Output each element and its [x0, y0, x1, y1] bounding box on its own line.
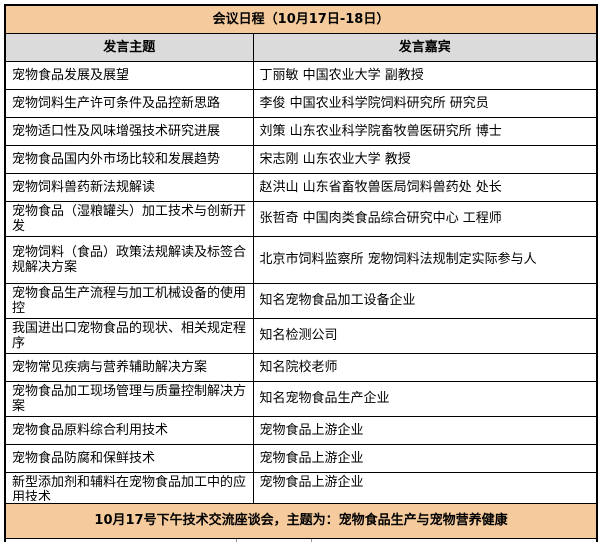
speaker-cell: 赵洪山 山东省畜牧兽医局饲料兽药处 处长 — [252, 172, 598, 202]
speaker-cell: 丁丽敏 中国农业大学 副教授 — [252, 60, 598, 90]
topic-cell: 宠物食品（湿粮罐头）加工技术与创新开发 — [4, 200, 254, 237]
agenda-row: 宠物食品原料综合利用技术 宠物食品上游企业 — [4, 415, 598, 445]
topic-cell: 宠物饲料兽药新法规解读 — [4, 172, 254, 202]
speaker-cell: 宠物食品上游企业 — [252, 471, 598, 504]
speaker-cell: 宠物食品上游企业 — [252, 415, 598, 445]
agenda-row: 宠物常见疾病与营养辅助解决方案 知名院校老师 — [4, 352, 598, 382]
speaker-cell: 知名宠物食品加工设备企业 — [252, 282, 598, 319]
agenda-row: 宠物食品（湿粮罐头）加工技术与创新开发 张哲奇 中国肉类食品综合研究中心 工程师 — [4, 200, 598, 237]
footer-note-seminar: 10月17号下午技术交流座谈会，主题为：宠物食品生产与宠物营养健康 — [4, 502, 598, 539]
seminar-note-row: 10月17号下午技术交流座谈会，主题为：宠物食品生产与宠物营养健康 — [4, 502, 598, 539]
topic-cell: 宠物食品国内外市场比较和发展趋势 — [4, 144, 254, 174]
speaker-cell: 北京市饲料监察所 宠物饲料法规制定实际参与人 — [252, 235, 598, 284]
agenda-row: 宠物食品生产流程与加工机械设备的使用控 知名宠物食品加工设备企业 — [4, 282, 598, 319]
agenda-row: 宠物适口性及风味增强技术研究进展 刘策 山东农业科学院畜牧兽医研究所 博士 — [4, 116, 598, 146]
agenda-row: 宠物饲料兽药新法规解读 赵洪山 山东省畜牧兽医局饲料兽药处 处长 — [4, 172, 598, 202]
column-header-topic: 发言主题 — [4, 32, 254, 62]
topic-cell: 宠物常见疾病与营养辅助解决方案 — [4, 352, 254, 382]
agenda-row: 宠物食品发展及展望 丁丽敏 中国农业大学 副教授 — [4, 60, 598, 90]
agenda-row: 我国进出口宠物食品的现状、相关规定程序 知名检测公司 — [4, 317, 598, 354]
speaker-cell: 知名院校老师 — [252, 352, 598, 382]
agenda-row: 新型添加剂和辅料在宠物食品加工中的应用技术 宠物食品上游企业 — [4, 471, 598, 504]
agenda-row: 宠物食品国内外市场比较和发展趋势 宋志刚 山东农业大学 教授 — [4, 144, 598, 174]
agenda-row: 宠物食品加工现场管理与质量控制解决方案 知名宠物食品生产企业 — [4, 380, 598, 417]
topic-cell: 我国进出口宠物食品的现状、相关规定程序 — [4, 317, 254, 354]
agenda-row: 宠物饲料（食品）政策法规解读及标签合规解决方案 北京市饲料监察所 宠物饲料法规制… — [4, 235, 598, 284]
speaker-cell: 知名检测公司 — [252, 317, 598, 354]
topic-cell: 宠物食品防腐和保鲜技术 — [4, 443, 254, 473]
topic-cell: 宠物饲料（食品）政策法规解读及标签合规解决方案 — [4, 235, 254, 284]
update-note-row: 演讲嘉宾及发言议题正在邀请更新中，敬请关注…… — [4, 537, 598, 542]
topic-cell: 宠物食品加工现场管理与质量控制解决方案 — [4, 380, 254, 417]
topic-cell: 新型添加剂和辅料在宠物食品加工中的应用技术 — [4, 471, 254, 504]
speaker-cell: 知名宠物食品生产企业 — [252, 380, 598, 417]
column-header-row: 发言主题 发言嘉宾 — [4, 32, 598, 62]
speaker-cell: 宋志刚 山东农业大学 教授 — [252, 144, 598, 174]
speaker-cell: 李俊 中国农业科学院饲料研究所 研究员 — [252, 88, 598, 118]
topic-cell: 宠物食品发展及展望 — [4, 60, 254, 90]
speaker-cell: 宠物食品上游企业 — [252, 443, 598, 473]
title-row: 会议日程（10月17日-18日） — [4, 4, 598, 34]
topic-cell: 宠物食品生产流程与加工机械设备的使用控 — [4, 282, 254, 319]
topic-cell: 宠物食品原料综合利用技术 — [4, 415, 254, 445]
speaker-cell: 刘策 山东农业科学院畜牧兽医研究所 博士 — [252, 116, 598, 146]
footer-note-update: 演讲嘉宾及发言议题正在邀请更新中，敬请关注…… — [4, 537, 598, 542]
agenda-table: 会议日程（10月17日-18日） 发言主题 发言嘉宾 宠物食品发展及展望 丁丽敏… — [4, 4, 599, 542]
agenda-row: 宠物饲料生产许可条件及品控新思路 李俊 中国农业科学院饲料研究所 研究员 — [4, 88, 598, 118]
clipped-topic-text: 新型添加剂和辅料在宠物食品加工中的应用技术 — [12, 474, 247, 501]
cropped-next-row-artifact — [236, 539, 312, 542]
agenda-title: 会议日程（10月17日-18日） — [4, 4, 598, 34]
column-header-speaker: 发言嘉宾 — [252, 32, 598, 62]
agenda-row: 宠物食品防腐和保鲜技术 宠物食品上游企业 — [4, 443, 598, 473]
topic-cell: 宠物饲料生产许可条件及品控新思路 — [4, 88, 254, 118]
topic-cell: 宠物适口性及风味增强技术研究进展 — [4, 116, 254, 146]
speaker-cell: 张哲奇 中国肉类食品综合研究中心 工程师 — [252, 200, 598, 237]
